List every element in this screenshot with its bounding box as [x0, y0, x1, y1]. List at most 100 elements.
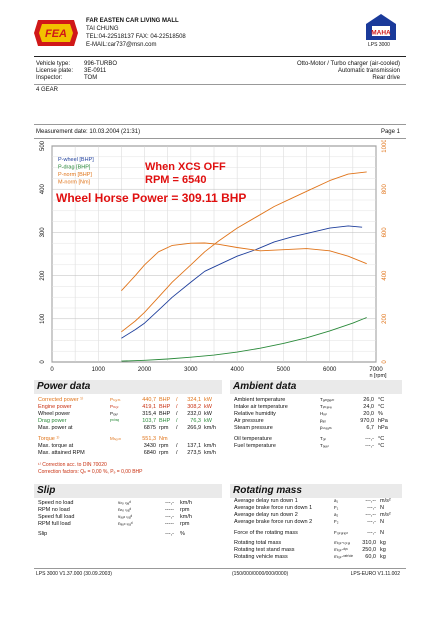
y-right-tick-label: 800 — [382, 184, 388, 195]
x-tick-label: 1000 — [92, 367, 106, 373]
correction-factors: Correction factors: Qₕ = 0,00 %, Pₔ = 0,… — [38, 469, 143, 475]
power-row-label: Corrected power ¹⁾ — [38, 397, 84, 403]
x-tick-label: 2000 — [138, 367, 152, 373]
power-row-label: Wheel power — [38, 411, 71, 417]
slip-row-label: RPM full load — [38, 521, 71, 527]
engine-type: Otto-Motor / Turbo charger (air-cooled) — [296, 61, 400, 67]
license-plate-value: 3E-0911 — [84, 68, 107, 74]
rotating-row-label: Average brake force run down 1 — [234, 505, 313, 511]
inspector-value: TOM — [84, 75, 98, 81]
power-row-unit1: rpm — [159, 443, 169, 449]
series-line — [121, 171, 367, 333]
ambient-row-symbol: Tₐₘᵦᵢₑₙₜ — [320, 397, 335, 402]
tel-fax: TEL:04-22518137 FAX: 04-22518508 — [86, 34, 186, 40]
power-row-label: Max. power at — [38, 425, 73, 431]
correction-note: ¹⁾ Correction acc. to DIN 70020 — [38, 462, 107, 468]
slip-row-symbol: vₔᵤₗₗ ₗₒₐᵈ — [118, 514, 133, 519]
power-row-label: Max. torque at — [38, 443, 74, 449]
power-row-value2: 308,2 — [187, 404, 201, 410]
slip-row-symbol: vₙₒ ₗₒₐᵈ — [118, 500, 131, 505]
rotating-row-value: ---,-- — [365, 498, 376, 504]
power-row-sep: / — [176, 404, 178, 410]
power-row-symbol: Pᵢₒᵤₗ — [110, 411, 118, 416]
power-row-value1: 419,1 — [142, 404, 156, 410]
rotating-row-label: Rotating vehicle mass — [234, 554, 288, 560]
power-row-sep: / — [176, 450, 178, 456]
legend-entry: P-drag [BHP] — [58, 165, 91, 171]
y-left-tick-label: 300 — [40, 227, 46, 238]
footer-left: LPS 3000 V1.37.000 (30.09.2003) — [36, 571, 112, 577]
power-row-label: Torque ¹⁾ — [38, 436, 60, 442]
rotating-row-symbol: mᵣₒₜ‐ₜₒₜₐₗ — [334, 540, 351, 545]
rotating-row-symbol: a₂ — [334, 512, 339, 517]
rotating-row-label: Average brake force run down 2 — [234, 519, 313, 525]
measurement-top-divider — [34, 124, 406, 125]
ambient-row-symbol: Hᵣₑₗ — [320, 411, 327, 416]
slip-row-unit: km/h — [180, 500, 192, 506]
slip-row-unit: rpm — [180, 521, 190, 527]
series-line — [121, 225, 363, 339]
power-row-unit2: kW — [204, 404, 212, 410]
power-row-unit2: km/h — [204, 425, 216, 431]
y-left-tick-label: 100 — [40, 313, 46, 324]
power-title: Power data — [37, 381, 91, 392]
ambient-row-value: 26,0 — [363, 397, 374, 403]
power-row-value1: 315,4 — [142, 411, 156, 417]
power-row-value2: 324,1 — [187, 397, 201, 403]
logo-right-text: MAHA — [371, 30, 391, 37]
slip-row-unit: % — [180, 531, 185, 537]
rotating-row-symbol: F₂ — [334, 519, 339, 524]
rotating-row-label: Force of the rotating mass — [234, 530, 298, 536]
power-row-sep: / — [176, 411, 178, 417]
slip-row-value: ---,- — [165, 514, 174, 520]
x-tick-label: 3000 — [184, 367, 198, 373]
rotating-row-unit: m/s² — [380, 498, 391, 504]
rotating-row-label: Average delay run down 1 — [234, 498, 298, 504]
rotating-row-value: 250,0 — [362, 547, 376, 553]
power-row-unit1: BHP — [159, 397, 171, 403]
ambient-row-label: Fuel temperature — [234, 443, 276, 449]
rotating-row-symbol: a₁ — [334, 498, 339, 503]
logo-left: FEA — [34, 18, 78, 48]
rotating-row-label: Rotating total mass — [234, 540, 282, 546]
power-row-value1: 551,3 — [142, 436, 156, 442]
power-row-symbol: Pₙₒᵣₘ — [110, 397, 121, 402]
x-axis-label: n [rpm] — [369, 373, 387, 379]
gear-note: 4 GEAR — [36, 87, 59, 93]
company-name: FAR EASTEN CAR LIVING MALL — [86, 18, 179, 24]
power-row-unit1: Nm — [159, 436, 168, 442]
power-row-sep: / — [176, 397, 178, 403]
rotating-row-symbol: F₁ — [334, 505, 339, 510]
power-row-value1: 440,7 — [142, 397, 156, 403]
slip-row-label: Slip — [38, 531, 48, 537]
power-row-sep: / — [176, 425, 178, 431]
ambient-row-unit: hPa — [378, 418, 388, 424]
ambient-row-symbol: pₛₜₑₐₘ — [320, 425, 332, 430]
legend-entry: P-wheel [BHP] — [58, 157, 94, 163]
rotating-row-label: Average delay run down 2 — [234, 512, 298, 518]
rotating-row-value: ---,-- — [365, 512, 376, 518]
annotation-xcs-off: When XCS OFF — [145, 161, 226, 173]
rotating-title-bar — [230, 484, 402, 498]
y-right-tick-label: 0 — [382, 360, 388, 364]
vehicle-label-type: Vehicle type: — [36, 61, 71, 67]
rotating-row-unit: N — [380, 519, 384, 525]
footer-divider — [34, 568, 406, 569]
rotating-title: Rotating mass — [233, 485, 302, 496]
slip-title-bar — [34, 484, 222, 498]
rotating-row-value: 310,0 — [362, 540, 376, 546]
rotating-row-value: ---,- — [367, 530, 376, 536]
power-row-sep: / — [176, 443, 178, 449]
ambient-row-unit: % — [378, 411, 383, 417]
footer-right: LPS-EURO V1.11.002 — [350, 571, 400, 577]
y-right-tick-label: 1000 — [382, 140, 388, 153]
y-right-tick-label: 600 — [382, 227, 388, 238]
power-row-value1: 6840 — [143, 450, 156, 456]
ambient-row-label: Air pressure — [234, 418, 264, 424]
header-divider — [34, 56, 406, 57]
power-row-unit2: kW — [204, 397, 212, 403]
ambient-row-value: ---,- — [365, 443, 374, 449]
measurement-date: Measurement date: 10.03.2004 (21:31) — [36, 129, 141, 135]
slip-row-symbol: nₔᵤₗₗ ₗₒₐᵈ — [118, 521, 133, 526]
ambient-row-symbol: pₐᵢᵣ — [320, 418, 326, 423]
